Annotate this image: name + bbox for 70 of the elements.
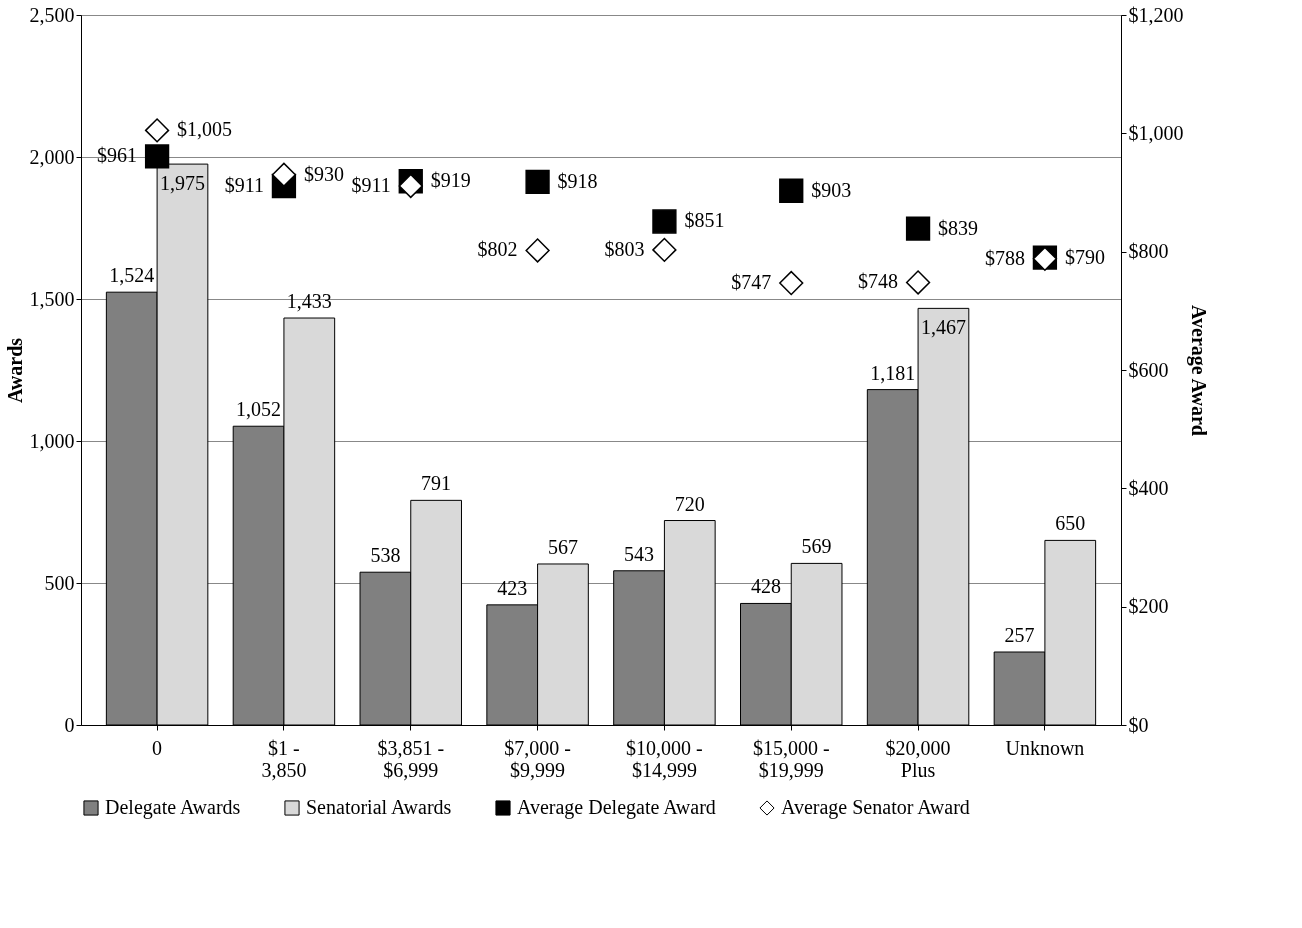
data-label: $747 (731, 271, 772, 294)
data-label: 1,524 (109, 264, 155, 287)
data-label: 538 (370, 544, 401, 567)
data-label: $918 (557, 169, 598, 192)
point (271, 162, 297, 187)
point (525, 238, 550, 263)
y2-tick-label: $600 (1128, 358, 1169, 381)
data-label: 720 (674, 492, 705, 515)
data-label: $961 (97, 144, 138, 167)
y-tick-label: 2,500 (29, 3, 75, 26)
x-tick-label: $20,000 Plus (885, 736, 951, 781)
point (905, 216, 931, 241)
legend-label: Senatorial Awards (306, 796, 452, 818)
data-label: $802 (477, 238, 518, 261)
data-label: 543 (624, 542, 655, 565)
point (652, 237, 677, 263)
legend-label: Average Senator Award (781, 796, 970, 819)
data-label: 423 (497, 576, 528, 599)
y2-tick-label: $200 (1128, 595, 1169, 618)
y2-tick-label: $0 (1128, 713, 1149, 736)
y2-tick-label: $400 (1128, 476, 1169, 499)
data-label: $790 (1064, 245, 1105, 268)
data-label: $911 (224, 173, 264, 196)
data-label: 428 (750, 575, 781, 598)
y-tick-label: 500 (44, 571, 75, 594)
data-label: $911 (351, 173, 391, 196)
x-tick-label: $15,000 - $19,999 (752, 736, 830, 781)
x-tick-label: $1 - 3,850 (261, 736, 307, 781)
data-label: $788 (984, 246, 1025, 269)
data-label: 1,433 (286, 290, 332, 313)
data-label: $851 (684, 209, 725, 232)
data-label: $919 (430, 169, 471, 192)
x-tick-label: Unknown (1005, 736, 1085, 759)
legend-label: Delegate Awards (105, 796, 241, 819)
data-label: $930 (303, 162, 344, 185)
y-tick-label: 1,000 (29, 429, 75, 452)
data-label: $748 (858, 270, 899, 293)
data-label: 569 (801, 535, 832, 558)
point (652, 209, 677, 234)
legend-label: Average Delegate Award (517, 796, 716, 819)
y2-tick-label: $1,200 (1128, 3, 1184, 26)
point (144, 144, 170, 169)
y2-tick-label: $800 (1128, 240, 1169, 263)
data-label: 567 (547, 535, 578, 558)
y-tick-label: 0 (64, 713, 75, 736)
y2-tick-label: $1,000 (1128, 121, 1184, 144)
point (779, 270, 804, 296)
data-label: 1,052 (236, 398, 282, 421)
data-label: 1,975 (159, 172, 205, 195)
point (779, 178, 804, 203)
y-tick-label: 1,500 (29, 287, 75, 310)
x-tick-label: $10,000 - $14,999 (626, 736, 703, 781)
data-label: 1,181 (870, 361, 916, 384)
data-label: $903 (811, 178, 852, 201)
y-tick-label: 2,000 (29, 145, 75, 168)
data-label: $803 (604, 237, 645, 260)
point (525, 169, 550, 194)
x-tick-label: 0 (152, 736, 163, 759)
data-label: 257 (1004, 624, 1035, 647)
y2-axis-title: Average Award (1186, 305, 1210, 436)
y-axis-title: Awards (3, 337, 26, 404)
data-label: $839 (938, 216, 979, 239)
x-tick-label: $7,000 - $9,999 (504, 736, 571, 781)
data-label: 650 (1055, 512, 1086, 535)
point (144, 118, 170, 143)
data-label: 1,467 (920, 316, 966, 339)
x-tick-label: $3,851 - $6,999 (377, 736, 445, 781)
data-label: 791 (421, 472, 452, 495)
point (398, 173, 423, 199)
data-label: $1,005 (177, 118, 233, 141)
